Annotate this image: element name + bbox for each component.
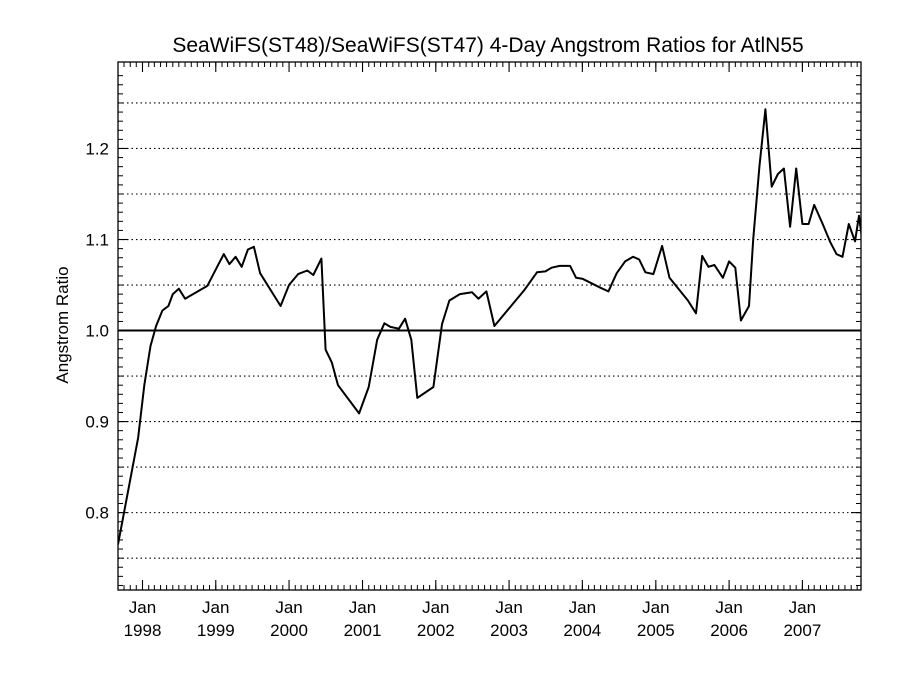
y-axis-label: Angstrom Ratio <box>53 266 72 383</box>
x-tick-label-month: Jan <box>422 598 449 617</box>
series-layer <box>118 108 861 545</box>
chart-title: SeaWiFS(ST48)/SeaWiFS(ST47) 4-Day Angstr… <box>172 34 803 57</box>
x-tick-label-month: Jan <box>275 598 302 617</box>
x-tick-label-month: Jan <box>715 598 742 617</box>
y-tick-label: 1.2 <box>85 139 109 158</box>
y-tick-labels: 0.8 0.9 1.0 1.1 1.2 <box>85 139 109 522</box>
x-tick-label-year: 2004 <box>563 621 601 640</box>
x-tick-label-year: 2002 <box>417 621 455 640</box>
plot-frame <box>117 61 862 591</box>
axis-ticks <box>117 62 861 590</box>
x-tick-labels: Jan 1998 Jan 1999 Jan 2000 Jan 2001 Jan 2002 Jan 20… <box>124 598 822 640</box>
x-tick-label-month: Jan <box>129 598 156 617</box>
x-tick-label-year: 2003 <box>490 621 528 640</box>
x-tick-label-month: Jan <box>569 598 596 617</box>
x-tick-label-month: Jan <box>349 598 376 617</box>
y-tick-label: 1.1 <box>85 231 109 250</box>
x-tick-label-year: 1998 <box>124 621 162 640</box>
x-tick-label-year: 2000 <box>270 621 308 640</box>
x-tick-label-year: 1999 <box>197 621 235 640</box>
series-line <box>118 108 861 545</box>
y-tick-label: 0.8 <box>85 504 109 523</box>
x-tick-label-year: 2005 <box>637 621 675 640</box>
x-tick-label-year: 2006 <box>710 621 748 640</box>
x-tick-label-month: Jan <box>642 598 669 617</box>
x-tick-label-month: Jan <box>202 598 229 617</box>
y-tick-label: 0.9 <box>85 413 109 432</box>
y-tick-label: 1.0 <box>85 322 109 341</box>
x-tick-label-month: Jan <box>789 598 816 617</box>
x-tick-label-year: 2001 <box>344 621 382 640</box>
x-tick-label-year: 2007 <box>783 621 821 640</box>
x-tick-label-month: Jan <box>495 598 522 617</box>
